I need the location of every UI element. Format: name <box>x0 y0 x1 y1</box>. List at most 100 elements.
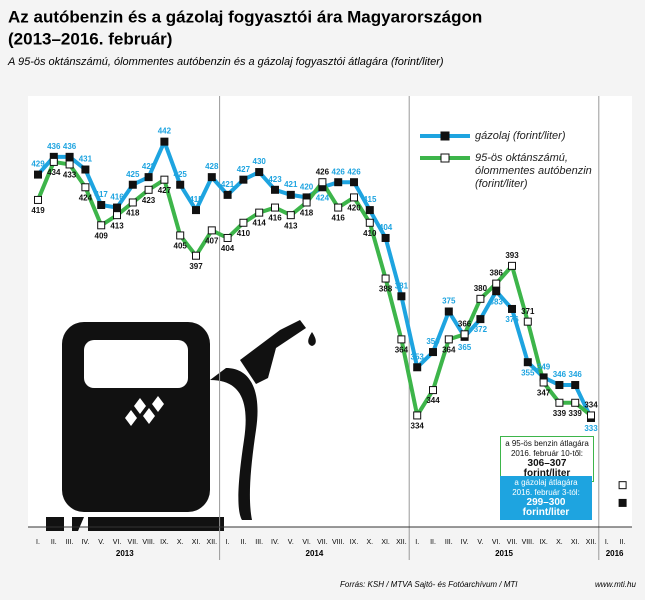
x-tick-label: X. <box>556 539 563 546</box>
x-tick-label: I. <box>36 539 40 546</box>
value-label: 425 <box>174 170 188 179</box>
x-tick-label: XII. <box>586 539 597 546</box>
annotation-line: 2016. február 3-tól: <box>512 488 580 497</box>
value-label: 413 <box>110 221 124 230</box>
x-tick-label: VII. <box>317 539 328 546</box>
point <box>571 381 580 390</box>
value-label: 355 <box>521 368 535 377</box>
legend-label: gázolaj (forint/liter) <box>475 130 566 142</box>
value-label: 428 <box>205 162 219 171</box>
point <box>523 317 532 326</box>
point <box>255 168 264 177</box>
point <box>113 211 121 220</box>
point <box>255 208 264 217</box>
x-tick-label: IV. <box>461 539 469 546</box>
x-tick-label: I. <box>415 539 419 546</box>
point <box>49 157 58 166</box>
point <box>271 185 279 194</box>
point <box>144 173 153 182</box>
point <box>271 203 279 212</box>
value-label: 431 <box>79 155 93 164</box>
value-label: 404 <box>221 244 235 253</box>
point <box>397 335 406 344</box>
point <box>571 398 580 407</box>
value-label: 427 <box>158 186 172 195</box>
value-label: 420 <box>347 204 361 213</box>
point <box>476 315 485 324</box>
point <box>508 261 516 270</box>
x-tick-label: VIII. <box>522 539 535 546</box>
point <box>160 175 169 184</box>
value-label: 415 <box>363 195 377 204</box>
value-label: 346 <box>553 370 567 379</box>
point <box>429 386 437 395</box>
value-label: 426 <box>332 167 346 176</box>
value-label: 372 <box>474 325 488 334</box>
value-label: 409 <box>95 231 109 240</box>
x-tick-label: V. <box>98 539 104 546</box>
value-label: 414 <box>253 219 267 228</box>
value-label: 410 <box>363 229 377 238</box>
value-label: 424 <box>316 193 330 202</box>
point <box>207 226 216 235</box>
legend-marker <box>440 131 450 141</box>
point <box>318 178 327 187</box>
x-tick-label: X. <box>177 539 184 546</box>
x-tick-label: XI. <box>571 539 580 546</box>
point <box>539 378 548 387</box>
value-label: 416 <box>268 214 282 223</box>
value-label: 365 <box>458 343 472 352</box>
year-label: 2013 <box>116 549 134 558</box>
value-label: 421 <box>221 180 235 189</box>
x-tick-label: V. <box>288 539 294 546</box>
point <box>223 233 232 242</box>
value-label: 416 <box>332 214 346 223</box>
value-label: 426 <box>347 167 361 176</box>
point <box>381 233 390 242</box>
value-label: 410 <box>237 229 251 238</box>
value-label: 429 <box>31 160 45 169</box>
value-label: 424 <box>79 193 93 202</box>
point <box>81 183 90 192</box>
point <box>239 218 248 227</box>
x-tick-label: III. <box>445 539 453 546</box>
x-tick-label: II. <box>240 539 246 546</box>
point <box>302 198 311 207</box>
point <box>144 185 153 194</box>
value-label: 388 <box>379 285 393 294</box>
x-tick-label: VIII. <box>332 539 345 546</box>
value-label: 344 <box>426 396 440 405</box>
point <box>97 221 106 230</box>
value-label: 426 <box>316 167 330 176</box>
point <box>523 358 532 367</box>
point <box>413 411 422 420</box>
value-label: 413 <box>284 221 298 230</box>
value-label: 416 <box>110 193 124 202</box>
value-label: 349 <box>537 363 551 372</box>
annotation-line: a 95-ös benzin átlagára <box>505 439 589 448</box>
point <box>223 190 232 199</box>
value-label: 436 <box>47 142 61 151</box>
point <box>460 330 469 339</box>
value-label: 430 <box>253 157 267 166</box>
point <box>444 335 453 344</box>
point <box>350 193 358 202</box>
value-label: 425 <box>126 170 140 179</box>
x-tick-label: I. <box>226 539 230 546</box>
point <box>113 203 121 212</box>
point <box>97 201 106 210</box>
value-label: 397 <box>189 262 203 271</box>
value-label: 423 <box>142 196 156 205</box>
value-label: 428 <box>142 162 156 171</box>
value-label: 420 <box>300 183 314 192</box>
value-label: 381 <box>395 281 409 290</box>
point <box>587 411 595 420</box>
legend-marker <box>440 153 450 163</box>
point <box>176 231 185 240</box>
value-label: 366 <box>458 319 472 328</box>
value-label: 418 <box>126 209 140 218</box>
value-label: 417 <box>95 190 109 199</box>
website: www.mti.hu <box>595 580 636 589</box>
value-label: 427 <box>237 165 251 174</box>
point <box>492 287 501 296</box>
